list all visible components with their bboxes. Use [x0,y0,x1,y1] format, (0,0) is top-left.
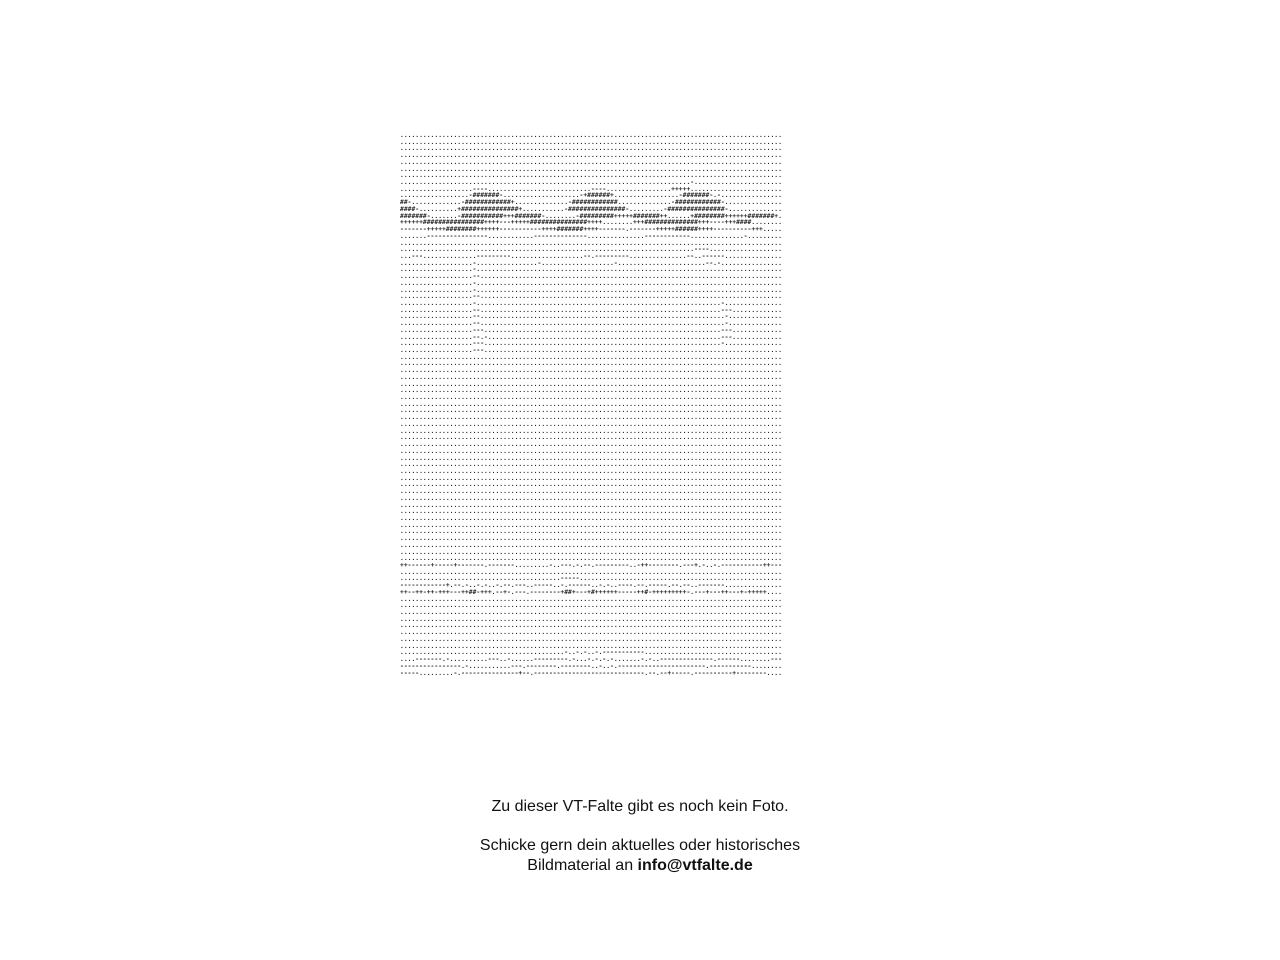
no-photo-message: Zu dieser VT-Falte gibt es noch kein Fot… [0,797,1280,876]
contact-line: Bildmaterial an info@vtfalte.de [0,856,1280,876]
no-photo-line: Zu dieser VT-Falte gibt es noch kein Fot… [491,798,789,815]
ascii-art-fold-icon: ........................................… [400,133,782,677]
spacer [0,817,1280,836]
submit-request-line: Schicke gern dein aktuelles oder histori… [479,837,801,854]
contact-prefix: Bildmaterial an [527,857,638,874]
email-address: info@vtfalte.de [637,857,753,874]
ascii-art-placeholder: ........................................… [400,133,880,713]
